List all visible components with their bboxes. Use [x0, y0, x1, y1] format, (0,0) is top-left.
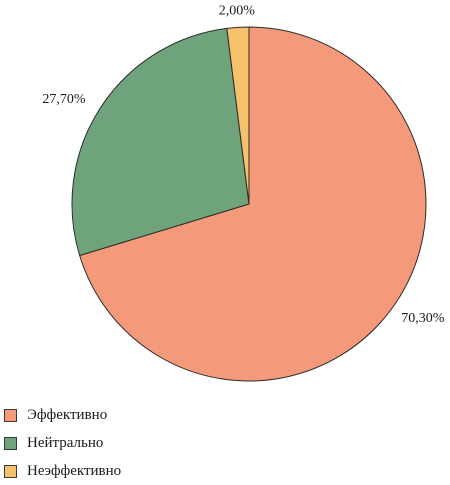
legend-label: Нейтрально: [27, 434, 104, 451]
pie-chart: 70,30% 27,70% 2,00%: [42, 4, 445, 382]
legend: Эффективно Нейтрально Неэффективно: [4, 401, 121, 485]
legend-swatch: [4, 408, 17, 422]
data-label-neutral: 27,70%: [42, 92, 86, 107]
pie-slice-ineffective: [226, 26, 250, 205]
legend-swatch: [4, 464, 17, 478]
pie-slices: [71, 26, 427, 382]
legend-swatch: [4, 436, 17, 450]
legend-item-effective: Эффективно: [4, 401, 121, 429]
data-label-effective: 70,30%: [401, 311, 445, 326]
pie-slice-effective: [79, 26, 427, 382]
pie-data-labels: 70,30% 27,70% 2,00%: [42, 4, 444, 326]
legend-label: Неэффективно: [27, 462, 122, 479]
data-label-ineffective: 2,00%: [219, 4, 256, 19]
legend-label: Эффективно: [27, 406, 108, 423]
legend-item-ineffective: Неэффективно: [4, 457, 121, 485]
legend-item-neutral: Нейтрально: [4, 429, 121, 457]
pie-slice-neutral: [71, 27, 250, 257]
